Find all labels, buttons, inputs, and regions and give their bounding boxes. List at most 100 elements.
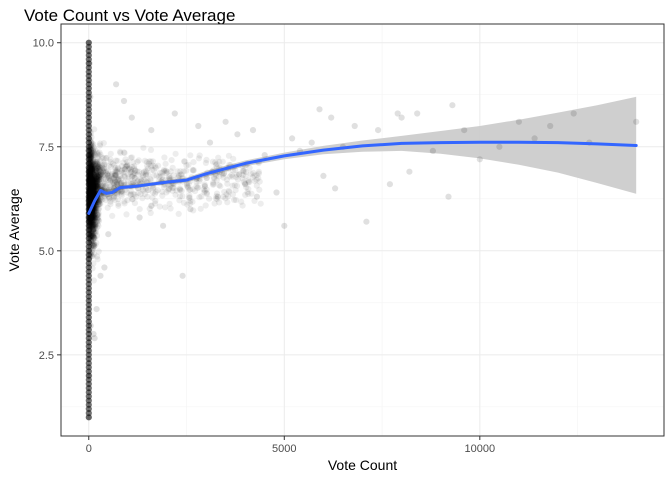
data-point	[101, 184, 108, 191]
data-point	[107, 177, 114, 184]
data-point	[124, 177, 131, 184]
data-point	[222, 118, 229, 125]
data-point	[98, 183, 105, 190]
data-point	[90, 171, 97, 178]
data-point	[95, 164, 102, 171]
data-point	[196, 152, 203, 159]
data-point	[93, 203, 100, 210]
data-point	[151, 190, 159, 197]
data-point	[114, 196, 122, 203]
data-point	[178, 171, 185, 178]
data-point	[245, 177, 252, 184]
data-point	[195, 122, 202, 130]
data-point	[93, 167, 100, 174]
data-point	[100, 168, 107, 175]
data-point	[92, 217, 99, 224]
data-point	[90, 187, 97, 194]
data-point	[87, 322, 94, 329]
data-point	[242, 191, 249, 198]
data-point	[95, 174, 103, 181]
data-point	[105, 231, 112, 238]
data-point	[257, 200, 264, 207]
data-point	[92, 166, 99, 173]
data-point	[179, 272, 186, 279]
data-point	[90, 230, 97, 237]
data-point	[121, 198, 128, 205]
data-point	[245, 178, 252, 185]
data-point	[177, 168, 184, 175]
data-point	[90, 188, 97, 195]
data-point	[93, 175, 101, 182]
data-point	[94, 175, 101, 183]
data-point	[136, 206, 143, 213]
data-point	[95, 178, 102, 185]
data-point	[115, 166, 122, 173]
data-point	[633, 118, 640, 125]
data-point	[445, 193, 452, 200]
data-point	[99, 168, 106, 176]
data-point	[203, 190, 210, 198]
data-point	[90, 226, 97, 233]
data-point	[121, 169, 128, 176]
data-point	[231, 196, 238, 203]
data-point	[215, 154, 222, 161]
data-point	[90, 165, 97, 173]
data-point	[113, 175, 120, 182]
data-point	[95, 214, 102, 221]
data-point	[115, 179, 122, 186]
data-point	[117, 188, 125, 195]
data-point	[228, 171, 235, 178]
data-point	[91, 190, 98, 197]
data-point	[97, 140, 104, 147]
data-point	[91, 172, 98, 179]
data-point	[95, 162, 102, 169]
data-point	[187, 197, 194, 204]
data-point	[220, 193, 227, 200]
data-point	[229, 191, 236, 198]
data-point	[121, 174, 128, 181]
data-point	[112, 177, 119, 184]
data-point	[92, 182, 99, 189]
data-point	[281, 222, 288, 229]
data-point	[92, 171, 99, 178]
data-point	[162, 168, 169, 175]
data-point	[91, 214, 99, 221]
data-point	[159, 188, 166, 195]
data-point	[99, 171, 106, 178]
data-point	[92, 214, 99, 221]
data-point	[90, 233, 97, 240]
data-point	[91, 207, 98, 214]
data-point	[94, 164, 101, 171]
data-point	[210, 179, 217, 186]
data-point	[248, 190, 255, 197]
data-point	[147, 209, 154, 217]
data-point	[91, 212, 98, 219]
data-point	[91, 183, 98, 190]
grid	[61, 24, 664, 436]
data-point	[94, 205, 101, 213]
data-point	[95, 199, 102, 206]
data-point	[90, 144, 98, 151]
data-point	[91, 188, 98, 196]
data-point	[94, 173, 101, 180]
data-point	[234, 176, 241, 183]
data-point	[92, 187, 99, 194]
data-point	[124, 158, 131, 166]
data-point	[148, 202, 155, 209]
data-point	[190, 167, 197, 174]
data-point	[118, 188, 125, 195]
data-point	[172, 150, 179, 157]
data-point	[152, 188, 160, 195]
data-point	[105, 173, 112, 180]
data-point	[90, 171, 97, 178]
data-point	[94, 165, 101, 172]
data-point	[90, 234, 97, 241]
data-point	[177, 186, 184, 194]
data-point	[166, 172, 173, 179]
data-point	[92, 167, 100, 174]
data-point	[547, 122, 554, 130]
data-point	[189, 186, 196, 193]
data-point	[94, 215, 101, 222]
data-point	[92, 184, 99, 191]
data-point	[92, 175, 99, 182]
